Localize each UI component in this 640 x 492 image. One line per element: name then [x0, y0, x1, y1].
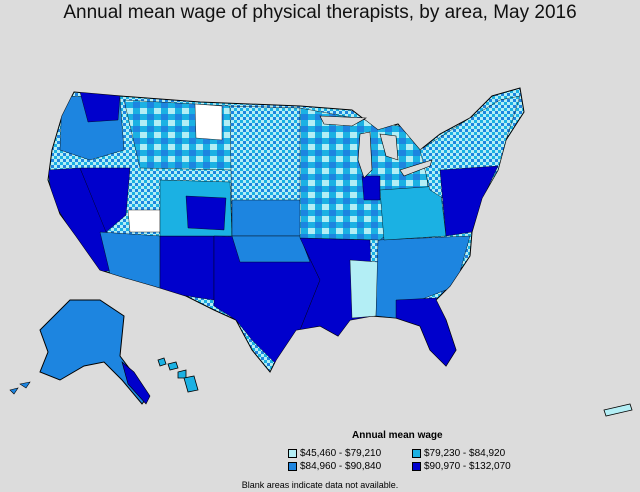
- legend-swatch-2: [412, 449, 421, 458]
- lake-superior: [319, 115, 368, 127]
- map-title: Annual mean wage of physical therapists,…: [63, 2, 577, 23]
- region-alabama: [349, 259, 379, 319]
- legend-item-4: $90,970 - $132,070: [412, 461, 511, 472]
- region-nodata-montana: [194, 103, 223, 141]
- legend-swatch-4: [412, 462, 421, 471]
- puerto-rico: [603, 403, 633, 417]
- legend-label-1: $45,460 - $79,210: [300, 448, 382, 459]
- lake-huron: [379, 133, 399, 161]
- legend-swatch-3: [288, 462, 297, 471]
- region-new-mexico: [159, 235, 215, 301]
- footnote: Blank areas indicate data not available.: [241, 480, 399, 490]
- region-florida: [395, 297, 457, 367]
- legend-label-2: $79,230 - $84,920: [424, 448, 506, 459]
- legend-title: Annual mean wage: [352, 430, 443, 441]
- legend-item-3: $84,960 - $90,840: [288, 461, 381, 472]
- legend-item-1: $45,460 - $79,210: [288, 448, 381, 459]
- region-nodata-nevada: [127, 209, 161, 233]
- legend-label-4: $90,970 - $132,070: [424, 461, 511, 472]
- legend-item-2: $79,230 - $84,920: [412, 448, 505, 459]
- hawaii: [157, 357, 199, 393]
- region-colorado-core: [185, 195, 227, 231]
- alaska: [9, 299, 151, 405]
- region-kansas: [231, 199, 303, 237]
- region-ohio-valley: [379, 185, 447, 241]
- region-arizona: [99, 231, 161, 291]
- region-mid-atlantic: [439, 165, 499, 237]
- legend-label-3: $84,960 - $90,840: [300, 461, 382, 472]
- legend-swatch-1: [288, 449, 297, 458]
- lake-erie: [399, 159, 433, 177]
- region-nevada: [79, 167, 131, 233]
- region-oklahoma: [231, 235, 311, 263]
- lake-michigan: [357, 131, 373, 179]
- region-chicago: [361, 175, 381, 201]
